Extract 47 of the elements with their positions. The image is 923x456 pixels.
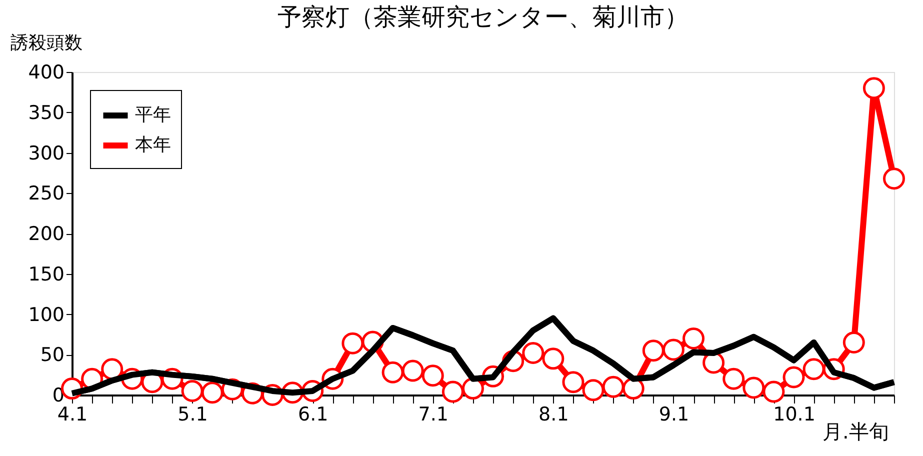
point — [602, 376, 624, 398]
point — [422, 364, 444, 387]
y-tick-label: 400 — [28, 62, 64, 84]
point — [762, 380, 785, 403]
x-tick-label: 4.1 — [57, 404, 88, 426]
y-tick-label: 300 — [28, 142, 64, 164]
y-tick-label: 250 — [28, 182, 64, 205]
point — [742, 376, 765, 399]
x-tick-label: 5.1 — [178, 404, 208, 426]
point — [402, 360, 424, 382]
point — [842, 332, 865, 354]
point — [562, 371, 584, 394]
point — [782, 366, 805, 388]
y-axis-title: 誘殺頭数 — [10, 32, 82, 54]
point — [662, 338, 684, 361]
point — [862, 77, 885, 100]
x-tick-label: 8.1 — [538, 404, 569, 426]
x-tick-label: 6.1 — [298, 404, 328, 426]
point — [382, 361, 404, 384]
x-axis-title: 月.半旬 — [822, 420, 889, 444]
x-tick-label: 9.1 — [658, 404, 690, 426]
chart-title: 予察灯（茶業研究センター、菊川市） — [278, 3, 688, 31]
point — [582, 379, 604, 402]
legend-label: 平年 — [135, 104, 171, 126]
point — [722, 368, 745, 390]
point — [181, 380, 204, 402]
y-tick-label: 50 — [40, 344, 64, 366]
y-tick-label: 200 — [28, 223, 64, 245]
point — [542, 348, 564, 370]
point — [802, 358, 825, 380]
y-tick-label: 150 — [28, 263, 64, 286]
y-tick-label: 350 — [28, 102, 64, 124]
point — [642, 340, 664, 362]
x-tick-label: 7.1 — [418, 404, 448, 426]
point — [522, 342, 544, 364]
point — [702, 352, 725, 374]
point — [201, 382, 224, 404]
x-tick-label: 10.1 — [773, 404, 816, 426]
y-tick-label: 100 — [28, 304, 64, 326]
point — [342, 332, 364, 354]
point — [101, 358, 124, 380]
point — [883, 168, 905, 190]
point — [622, 378, 644, 400]
legend-label: 本年 — [135, 134, 171, 156]
point — [462, 378, 484, 400]
point — [682, 327, 705, 350]
point — [442, 380, 464, 403]
